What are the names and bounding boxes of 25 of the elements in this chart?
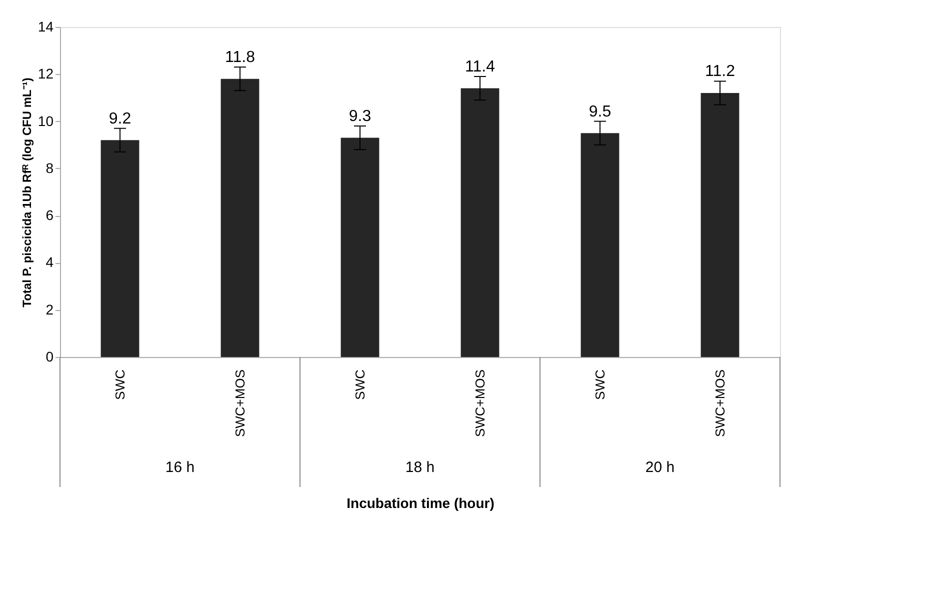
y-tick-label: 10 bbox=[38, 112, 54, 129]
x-axis-title: Incubation time (hour) bbox=[346, 495, 494, 512]
data-label: 11.8 bbox=[225, 49, 256, 66]
y-tick-label: 0 bbox=[46, 348, 54, 364]
x-tick-label: SWC+MOS bbox=[472, 369, 488, 438]
y-tick-label: 8 bbox=[46, 160, 54, 176]
y-tick-label: 12 bbox=[38, 66, 54, 82]
y-tick-label: 6 bbox=[46, 207, 54, 224]
data-label: 9.2 bbox=[108, 110, 132, 128]
data-label: 11.4 bbox=[465, 58, 496, 76]
text: 18 h bbox=[405, 459, 435, 476]
x-tick-label: SWC bbox=[112, 370, 128, 400]
x-tick-label: SWC+MOS bbox=[712, 369, 728, 438]
x-tick-label: SWC bbox=[352, 370, 368, 400]
text: 20 h bbox=[645, 459, 675, 476]
text: 16 h bbox=[165, 459, 195, 476]
x-tick-label: SWC bbox=[592, 370, 608, 400]
data-label: 11.2 bbox=[705, 63, 736, 80]
y-tick-label: 14 bbox=[38, 18, 54, 34]
y-axis-title: Total P. piscicida 1Ub Rfᴿ (log CFU mL⁻¹) bbox=[20, 78, 34, 308]
y-tick-label: 2 bbox=[46, 301, 54, 318]
data-label: 9.3 bbox=[348, 108, 372, 125]
x-tick-label: SWC+MOS bbox=[232, 369, 248, 438]
y-tick-label: 4 bbox=[46, 254, 54, 270]
data-label: 9.5 bbox=[588, 103, 612, 120]
